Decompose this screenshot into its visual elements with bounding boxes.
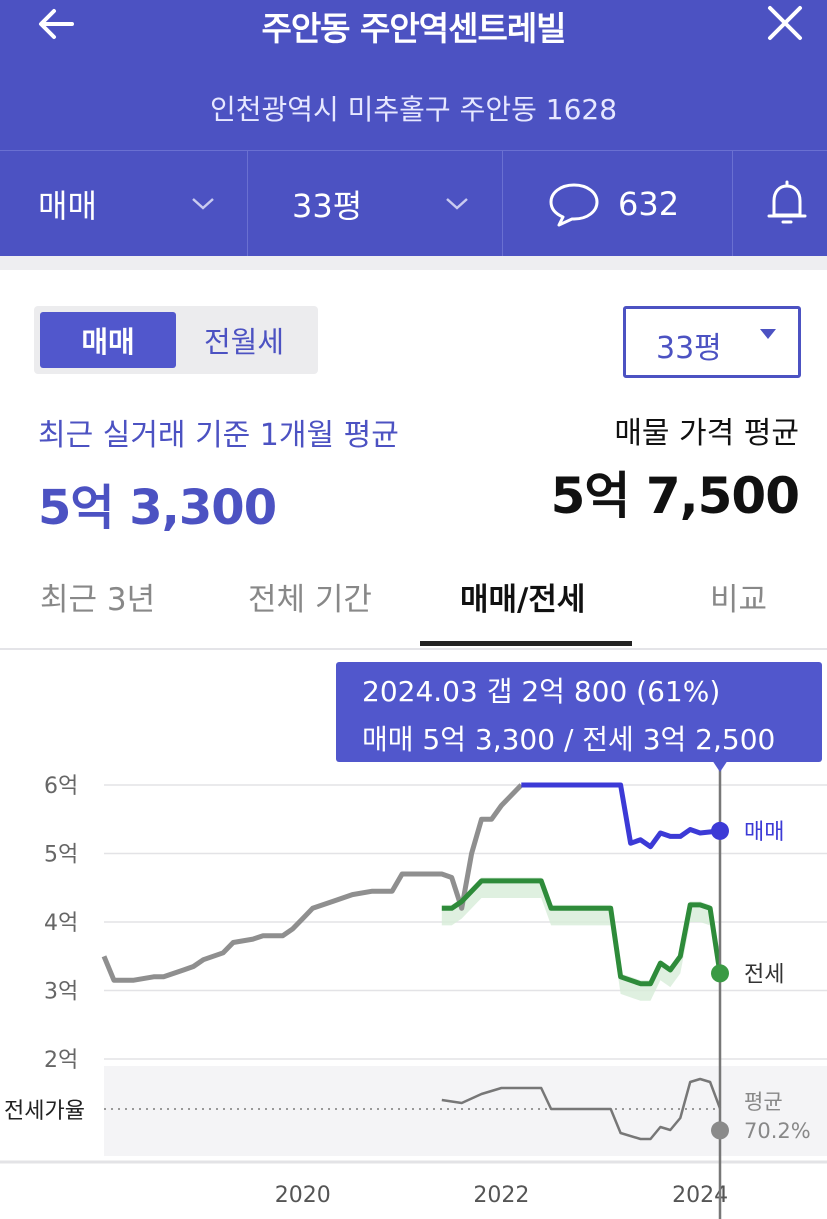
bell-icon (767, 180, 807, 224)
trade-type-label: 매매 (38, 187, 97, 225)
tab-all-period[interactable]: 전체 기간 (248, 582, 372, 618)
y-tick-label: 5억 (44, 843, 78, 868)
jeonse-line (441, 878, 723, 987)
sale-line (521, 782, 721, 850)
dropdown-triangle-icon (760, 329, 776, 339)
chart-tooltip: 2024.03 갭 2억 800 (61%) 매매 5억 3,300 / 전세 … (336, 662, 822, 762)
tab-compare[interactable]: 비교 (710, 582, 768, 618)
y-tick-label: 3억 (44, 980, 78, 1005)
tab-recent-3y[interactable]: 최근 3년 (40, 582, 156, 618)
comments-count: 632 (618, 185, 680, 223)
speech-bubble-icon (549, 183, 599, 227)
options-bar: 매매 33평 632 (0, 150, 827, 257)
listing-avg-price: 5억 7,500 (550, 467, 800, 525)
page-title: 주안동 주안역센트레빌 (261, 9, 566, 48)
comments-button[interactable]: 632 (548, 151, 728, 257)
ratio-end-marker (711, 1121, 729, 1140)
back-arrow-icon[interactable] (34, 2, 78, 46)
average-label: 평균 (744, 1090, 783, 1114)
trade-toggle: 매매 전월세 (34, 306, 318, 374)
active-tab-indicator (420, 641, 632, 646)
sale-end-marker (711, 821, 729, 840)
x-tick-label: 2022 (473, 1183, 529, 1208)
area-select[interactable]: 33평 (623, 306, 801, 378)
area-select-value: 33평 (656, 331, 722, 366)
divider (732, 151, 733, 257)
tooltip-gap-line: 2024.03 갭 2억 800 (61%) (362, 675, 721, 708)
sale-history-line (101, 783, 524, 983)
y-tick-label: 4억 (44, 911, 78, 936)
ratio-band (104, 1066, 827, 1156)
jeonse-end-label: 전세 (744, 962, 784, 987)
jeonse-end-marker (711, 964, 729, 983)
tab-sale-jeonse[interactable]: 매매/전세 (460, 582, 586, 618)
tooltip-price-line: 매매 5억 3,300 / 전세 3억 2,500 (362, 723, 776, 756)
area-dropdown[interactable]: 33평 (292, 151, 492, 257)
section-gap (0, 256, 827, 270)
chevron-down-icon (446, 198, 468, 210)
period-tabs: 최근 3년 전체 기간 매매/전세 비교 (0, 556, 827, 650)
jeonse-range-area (441, 877, 720, 1001)
ratio-axis-label: 전세가율 (4, 1099, 85, 1124)
address-text: 인천광역시 미추홀구 주안동 1628 (209, 93, 618, 126)
ratio-line (441, 1077, 722, 1141)
tooltip-pointer (712, 760, 728, 772)
y-tick-label: 2억 (44, 1048, 78, 1073)
close-icon[interactable] (762, 2, 806, 46)
notification-button[interactable] (764, 151, 814, 257)
recent-deal-label: 최근 실거래 기준 1개월 평균 (38, 418, 399, 453)
y-tick-label: 6억 (44, 774, 78, 799)
average-value: 70.2% (744, 1119, 811, 1143)
toggle-rent[interactable]: 전월세 (203, 325, 285, 359)
trade-type-dropdown[interactable]: 매매 (38, 151, 238, 257)
sale-end-label: 매매 (744, 820, 784, 845)
divider (247, 151, 248, 257)
recent-deal-price: 5억 3,300 (38, 480, 277, 536)
x-tick-label: 2020 (275, 1183, 331, 1208)
toggle-sale[interactable]: 매매 (40, 312, 176, 368)
area-label: 33평 (292, 187, 363, 225)
divider (502, 151, 503, 257)
chevron-down-icon (192, 198, 214, 210)
app-header: 주안동 주안역센트레빌 인천광역시 미추홀구 주안동 1628 (0, 0, 827, 150)
listing-avg-label: 매물 가격 평균 (614, 416, 799, 451)
